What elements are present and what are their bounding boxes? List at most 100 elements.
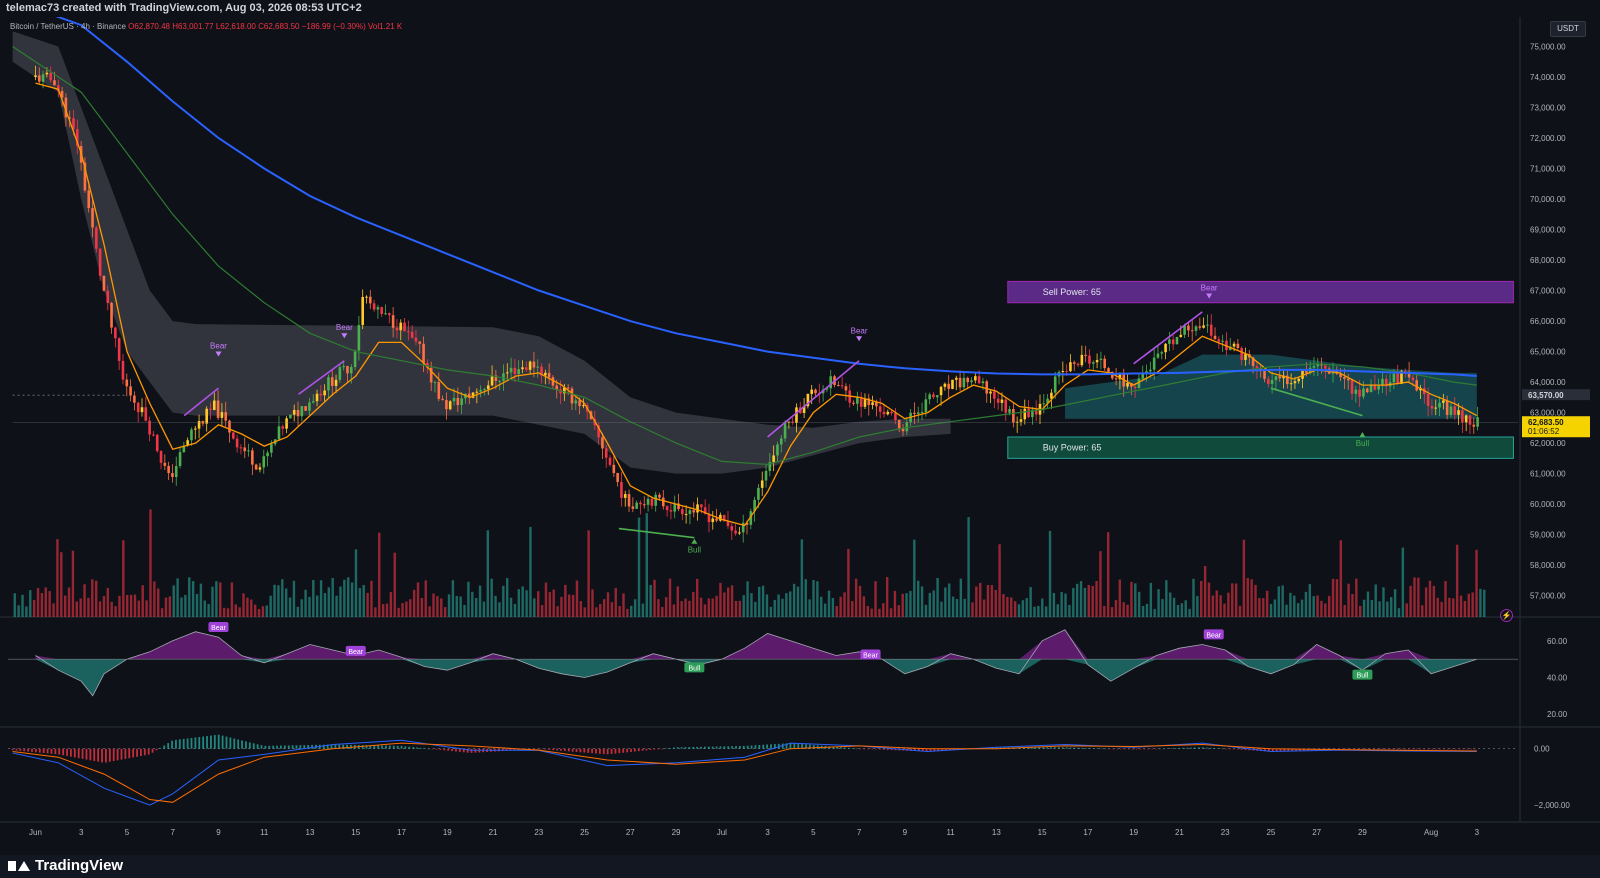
price-tick-label: 66,000.00 [1530,317,1566,326]
volume-bar [1316,595,1319,617]
macd-histogram-bar [1299,748,1301,751]
volume-bar [897,605,900,617]
time-tick-label: 19 [1129,828,1138,837]
macd-histogram-bar [1431,748,1434,750]
candle-body [1369,384,1373,393]
candle-body [776,444,779,456]
volume-bar [304,589,307,617]
volume-bar [641,603,645,617]
volume-bar [509,597,513,617]
candle-body [505,372,509,374]
volume-bar [633,599,637,617]
volume-bar [17,605,20,617]
candle-body [1065,370,1068,372]
volume-bar [1060,592,1063,617]
volume-bar [1044,606,1048,617]
candle-body [673,503,677,512]
candle-body [970,380,973,383]
volume-bar [1037,605,1040,617]
lightning-icon[interactable]: ⚡ [1500,609,1513,622]
macd-histogram-bar [1162,748,1165,750]
candle-body [977,376,981,384]
candle-body [646,498,650,505]
time-tick-label: Jun [29,828,42,837]
candle-body [1305,370,1308,374]
candle-body [212,400,216,410]
macd-histogram-bar [1112,748,1115,750]
candle-body [768,462,772,471]
volume-bar [1405,603,1408,617]
candle-body [1236,343,1240,348]
volume-bar [862,596,866,617]
candle-body [1110,371,1114,379]
volume-bar [614,587,617,617]
candle-body [197,421,201,429]
volume-bar [959,578,963,617]
candle-body [566,387,570,389]
candle-body [555,385,559,390]
volume-bar [707,598,711,617]
volume-bar [238,607,241,617]
candle-body [502,373,505,381]
macd-histogram-bar [400,745,403,749]
macd-histogram-bar [696,746,699,749]
candle-body [1179,334,1183,337]
macd-histogram-bar [252,743,255,749]
time-tick-label: 5 [125,828,130,837]
chart-canvas[interactable]: Sell Power: 65 Buy Power: 65 Bear Bear Bear B… [0,17,1600,855]
candle-body [155,434,159,452]
macd-histogram-bar [283,745,286,749]
price-tick-label: 73,000.00 [1530,103,1566,112]
candle-body [867,398,871,405]
candle-body [76,129,79,147]
volume-bar [618,606,621,617]
candle-body [1221,340,1224,342]
volume-bar [1397,608,1401,617]
volume-bar [160,608,164,617]
chart-frame[interactable]: Sell Power: 65 Buy Power: 65 Bear Bear Bear B… [0,17,1600,855]
currency-selector[interactable]: USDT [1550,21,1586,37]
macd-histogram-bar [303,745,306,749]
volume-bar [1246,578,1249,617]
macd-histogram-bar [23,748,26,752]
macd-histogram-bar [630,748,632,752]
macd-histogram-bar [1213,748,1216,749]
macd-histogram-bar [1092,748,1095,749]
volume-bar [1343,605,1346,617]
candle-body [814,389,817,394]
candle-body [966,377,970,383]
candle-body [1168,339,1171,344]
volume-bar [60,552,63,617]
candle-body [582,405,585,407]
macd-histogram-bar [762,744,765,749]
macd-histogram-bar [598,748,601,754]
time-tick-label: 25 [580,828,589,837]
macd-histogram-bar [396,745,399,749]
candle-body [174,466,178,478]
macd-histogram-bar [163,745,166,749]
volume-bar [1110,607,1114,617]
price-tick-label: 64,000.00 [1530,378,1566,387]
volume-bar [1172,597,1176,617]
macd-histogram-bar [1221,748,1224,750]
candle-body [193,428,197,430]
macd-histogram-bar [443,748,446,751]
macd-histogram-bar [567,748,570,752]
candle-body [114,327,117,339]
candle-body [247,450,250,452]
candle-body [1312,366,1316,368]
tradingview-logo-icon [8,859,30,873]
candle-body [536,366,540,368]
volume-bar [1002,593,1005,617]
candle-body [486,385,490,390]
volume-bar [521,586,524,617]
macd-histogram-bar [688,747,691,749]
volume-bar [606,592,610,617]
candle-body [658,494,661,498]
macd-histogram-bar [171,740,173,749]
candle-body [878,406,882,412]
time-tick-label: Jul [717,828,727,837]
volume-bar [230,582,234,617]
macd-histogram-bar [917,748,920,752]
price-tick-label: 72,000.00 [1530,134,1566,143]
